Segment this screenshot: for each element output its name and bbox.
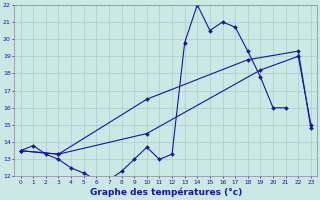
X-axis label: Graphe des températures (°c): Graphe des températures (°c): [90, 188, 242, 197]
